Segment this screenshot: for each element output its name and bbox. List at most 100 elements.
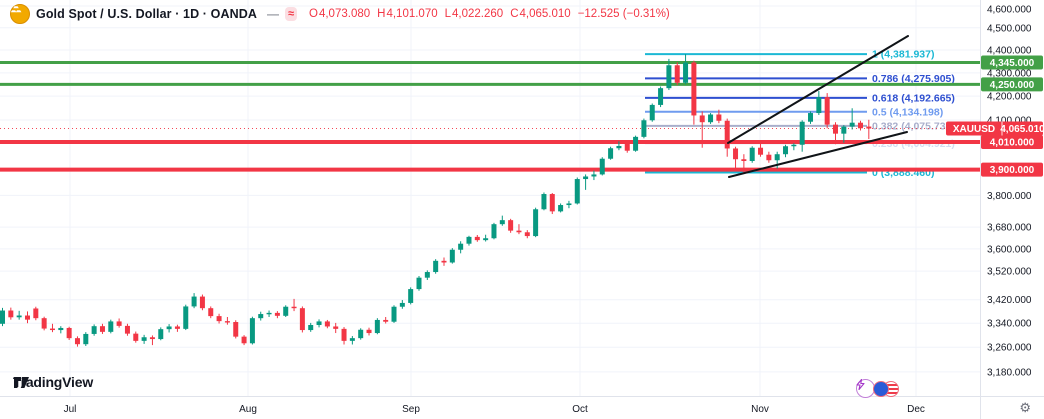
- fib-label-0.786: 0.786 (4,275.905): [872, 73, 955, 85]
- support-3900-axis-badge-text: 3,900.000: [990, 165, 1035, 176]
- price-axis-label: 3,520.000: [987, 267, 1032, 278]
- candle-body: [766, 154, 772, 161]
- candle-body: [483, 238, 489, 241]
- candle-body: [83, 333, 89, 345]
- candle-body: [666, 65, 672, 89]
- candle-body: [824, 97, 830, 125]
- candle-body: [749, 147, 755, 161]
- symbol-corner-icons: [856, 379, 899, 398]
- close-value: 4,065.010: [519, 8, 571, 20]
- candle-body: [49, 328, 55, 331]
- candle-body: [183, 306, 189, 329]
- ohlc-readout: O 4,073.080 H 4,101.070 L 4,022.260 C 4,065.…: [309, 8, 670, 20]
- candle-body: [433, 260, 439, 273]
- candle-body: [674, 65, 680, 83]
- candle-body: [16, 315, 22, 318]
- candle-body: [0, 310, 5, 324]
- candle-body: [24, 315, 30, 320]
- candle-body: [358, 329, 364, 339]
- resistance-4250-axis-badge: [981, 77, 1043, 92]
- price-axis-label: 4,400.000: [987, 46, 1032, 57]
- support-resistance-lines[interactable]: [0, 61, 980, 172]
- candle-body: [8, 310, 14, 318]
- month-label: Sep: [402, 404, 420, 415]
- candle-body: [658, 88, 664, 105]
- close-label: C: [510, 8, 519, 20]
- candle-body: [424, 272, 430, 278]
- candle-body: [274, 312, 280, 316]
- price-axis-label: 4,200.000: [987, 92, 1032, 103]
- lightning-icon[interactable]: [856, 379, 875, 398]
- flag-pair-icon[interactable]: [873, 380, 899, 397]
- candle-body: [408, 289, 414, 303]
- candle-body: [549, 194, 555, 212]
- dash-icon[interactable]: —: [266, 7, 279, 21]
- candle-body: [616, 145, 622, 149]
- candlestick-series[interactable]: [0, 54, 872, 347]
- candle-body: [41, 318, 47, 329]
- candle-body: [266, 312, 272, 315]
- candle-body: [399, 302, 405, 307]
- candle-body: [849, 122, 855, 127]
- low-label: L: [444, 8, 452, 20]
- resistance-4345-axis-badge: [981, 55, 1043, 70]
- candle-body: [466, 236, 472, 244]
- support-4010-axis-badge-text: 4,010.000: [990, 138, 1035, 149]
- current-price-tag: XAUUSD 4,065.010: [946, 121, 1044, 136]
- gear-icon[interactable]: ⚙: [1019, 400, 1031, 415]
- candle-body: [324, 321, 330, 327]
- candle-body: [299, 308, 305, 331]
- candle-body: [558, 205, 564, 212]
- price-axis-label: 4,500.000: [987, 23, 1032, 34]
- month-label: Nov: [751, 404, 769, 415]
- symbol-title[interactable]: Gold Spot / U.S. Dollar · 1D · OANDA: [36, 7, 257, 21]
- candle-body: [108, 321, 114, 332]
- candle-body: [391, 306, 397, 322]
- month-label: Jul: [64, 404, 77, 415]
- candle-body: [241, 336, 247, 344]
- candle-body: [866, 126, 872, 129]
- candle-body: [683, 62, 689, 83]
- high-label: H: [377, 8, 386, 20]
- candle-body: [649, 104, 655, 121]
- candle-body: [383, 319, 389, 322]
- price-axis[interactable]: 4,600.000 4,500.000 4,400.000 4,300.000 4,20…: [981, 5, 1043, 379]
- support-4010-axis-badge: [981, 135, 1043, 150]
- fib-label-1: 1 (4,381.937): [872, 49, 934, 61]
- candle-body: [166, 326, 172, 330]
- price-axis-label: 3,420.000: [987, 295, 1032, 306]
- candle-body: [533, 209, 539, 237]
- candle-body: [366, 329, 372, 334]
- candle-body: [599, 158, 605, 175]
- month-label: Aug: [239, 404, 257, 415]
- candle-body: [758, 147, 764, 155]
- approx-icon[interactable]: ≈: [284, 7, 298, 21]
- candle-body: [608, 148, 614, 159]
- current-price-symbol-text: XAUUSD: [953, 124, 995, 135]
- candle-body: [341, 328, 347, 341]
- change-value: −12.525 (−0.31%): [577, 8, 670, 20]
- resistance-4345-axis-badge-text: 4,345.000: [990, 58, 1035, 69]
- fib-label-0.5: 0.5 (4,134.198): [872, 106, 943, 118]
- candle-body: [508, 220, 514, 231]
- candle-body: [149, 337, 155, 340]
- candle-body: [541, 194, 547, 210]
- price-axis-label: 3,340.000: [987, 319, 1032, 330]
- candle-body: [416, 277, 422, 290]
- symbol-header: Gold Spot / U.S. Dollar · 1D · OANDA — ≈…: [10, 3, 670, 25]
- candle-body: [116, 321, 122, 326]
- trend-line-lower[interactable]: [728, 131, 908, 178]
- blue-flag-icon: [873, 380, 889, 397]
- candle-body: [308, 324, 314, 331]
- candle-body: [641, 120, 647, 137]
- trend-line-upper[interactable]: [727, 35, 909, 144]
- candle-body: [449, 249, 455, 263]
- candle-body: [66, 327, 72, 339]
- open-label: O: [309, 8, 318, 20]
- candle-body: [516, 230, 522, 233]
- price-axis-label: 3,600.000: [987, 244, 1032, 255]
- candle-body: [191, 296, 197, 307]
- time-axis[interactable]: Jul Aug Sep Oct Nov Dec: [64, 404, 925, 415]
- tradingview-logo[interactable]: TradingView: [13, 374, 93, 390]
